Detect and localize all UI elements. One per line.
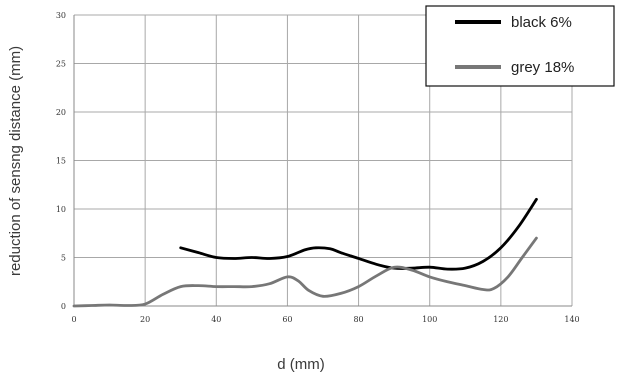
x-axis-title: d (mm) [277, 356, 325, 373]
y-tick-label: 20 [56, 108, 66, 117]
x-tick-label: 80 [353, 315, 363, 324]
legend: black 6% grey 18% [425, 5, 615, 87]
x-tick-label: 100 [422, 315, 437, 324]
legend-label-grey: grey 18% [511, 59, 574, 76]
tick-labels: 0 20 40 60 80 100 120 140 0 5 10 15 20 25 30 [56, 11, 580, 324]
y-tick-label: 30 [56, 11, 66, 20]
x-tick-label: 20 [140, 315, 150, 324]
x-tick-label: 40 [211, 315, 221, 324]
series-lines [72, 197, 538, 308]
series-line-grey [72, 236, 538, 308]
y-tick-label: 15 [56, 157, 66, 166]
x-tick-label: 0 [71, 315, 76, 324]
x-tick-label: 120 [493, 315, 508, 324]
x-tick-label: 140 [564, 315, 579, 324]
y-tick-label: 0 [61, 302, 66, 311]
x-tick-label: 60 [282, 315, 292, 324]
y-tick-label: 10 [56, 205, 66, 214]
y-axis-title: reduction of sensng distance (mm) [7, 46, 24, 276]
y-tick-label: 25 [56, 60, 66, 69]
legend-box [425, 5, 615, 87]
legend-label-black: black 6% [511, 14, 572, 31]
series-line-black [179, 197, 538, 271]
y-tick-label: 5 [61, 254, 66, 263]
